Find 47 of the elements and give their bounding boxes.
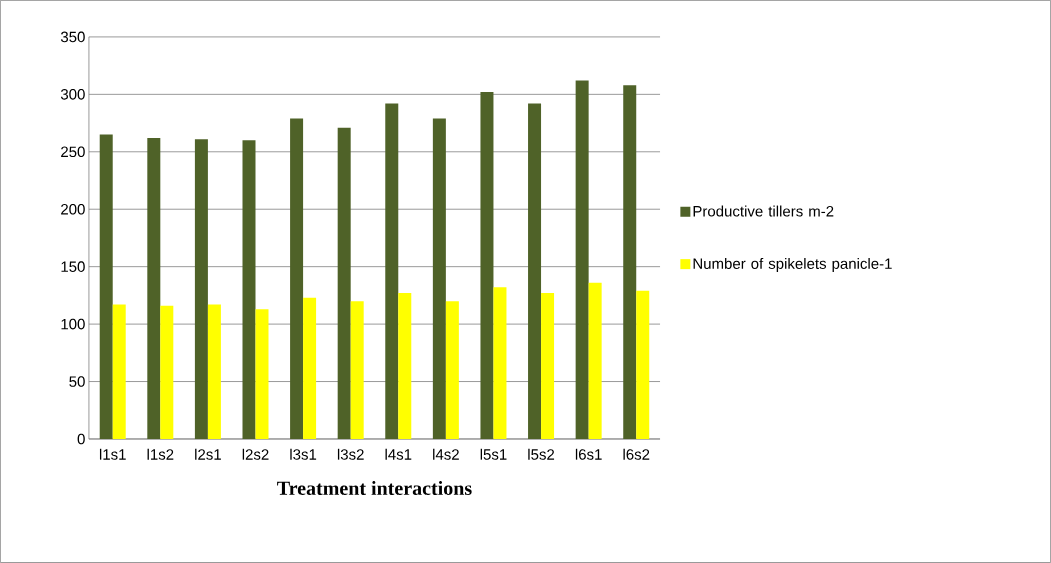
- bar: [385, 103, 399, 440]
- y-tick-label: 200: [61, 203, 85, 215]
- x-tick-label: l5s2: [528, 448, 555, 460]
- x-tick-label: l3s1: [290, 448, 317, 460]
- x-tick-label: l5s1: [480, 448, 507, 460]
- y-tick-label: 150: [61, 261, 85, 273]
- bar: [112, 304, 126, 440]
- bar: [303, 297, 317, 440]
- x-tick-label: l4s2: [433, 448, 459, 460]
- x-axis-title: Treatment interactions: [277, 480, 472, 496]
- bar: [147, 138, 161, 440]
- bar: [160, 305, 174, 440]
- bar: [290, 118, 304, 440]
- bar: [445, 301, 459, 440]
- bar: [588, 282, 602, 440]
- bar: [99, 134, 113, 440]
- bar: [207, 304, 221, 440]
- bar: [493, 287, 507, 440]
- bar: [541, 293, 555, 440]
- x-tick-label: l4s1: [385, 448, 412, 460]
- bar: [636, 290, 650, 440]
- y-tick-label: 250: [61, 146, 85, 158]
- legend-label: Productive tillers m-2: [693, 205, 834, 217]
- x-tick-label: l6s1: [575, 448, 602, 460]
- y-tick-label: 0: [77, 433, 85, 445]
- bar: [528, 103, 542, 440]
- y-tick-label: 50: [69, 376, 85, 387]
- x-tick-label: l2s2: [242, 448, 269, 460]
- bar: [398, 293, 412, 440]
- x-tick-label: l6s2: [623, 448, 650, 460]
- bar: [623, 85, 637, 440]
- y-tick-label: 100: [61, 318, 85, 330]
- legend-label: Number of spikelets panicle-1: [693, 258, 892, 272]
- bar: [242, 140, 256, 440]
- y-tick-label: 300: [60, 89, 85, 100]
- x-tick-label: l3s2: [337, 448, 364, 460]
- x-tick-label: l2s1: [195, 448, 221, 460]
- bar: [194, 139, 208, 440]
- x-tick-label: l1s2: [147, 448, 174, 460]
- bar: [432, 118, 446, 440]
- bar: [575, 80, 589, 440]
- bar: [480, 92, 494, 440]
- bar: [337, 127, 351, 440]
- y-tick-label: 350: [60, 31, 85, 43]
- bar: [255, 309, 269, 440]
- bar: [350, 301, 364, 440]
- x-tick-label: l1s1: [99, 448, 126, 460]
